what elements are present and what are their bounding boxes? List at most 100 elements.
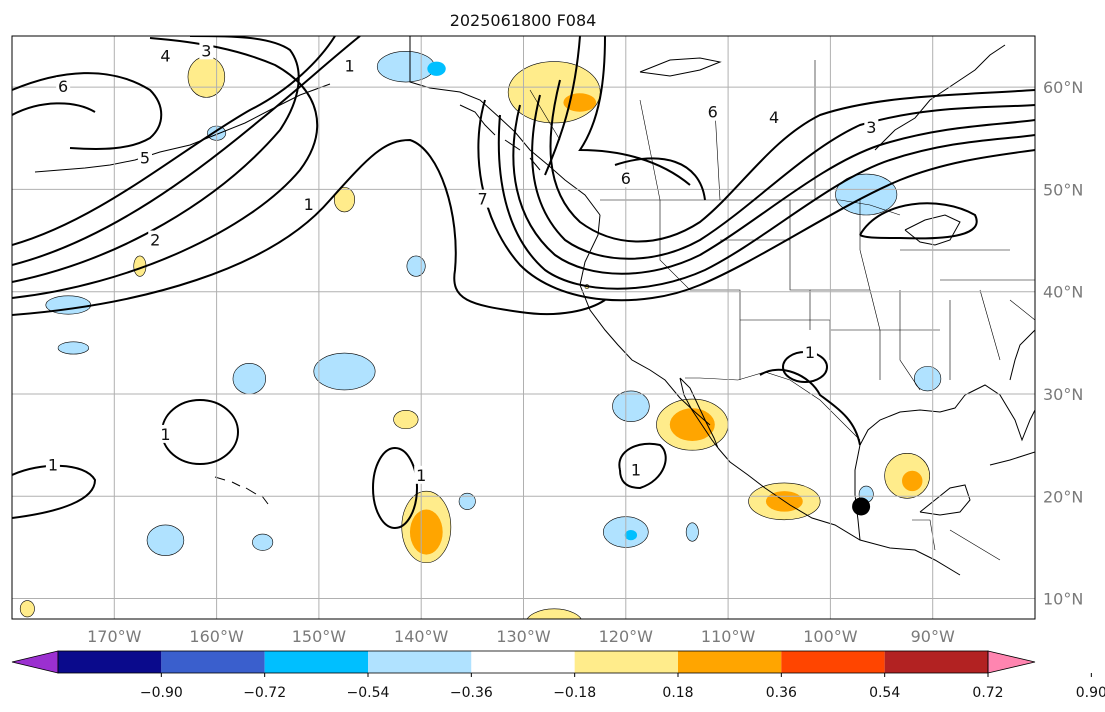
negative-anomaly-blob	[252, 533, 274, 551]
colorbar-segment	[471, 651, 575, 673]
colorbar-outline	[57, 650, 989, 674]
contour-line	[12, 102, 96, 116]
contour-line	[372, 447, 418, 529]
contour-label-bg	[629, 460, 644, 479]
colorbar-segment	[678, 651, 782, 673]
negative-anomaly-blob	[685, 522, 699, 542]
negative-anomaly-blob	[624, 530, 638, 541]
colorbar-segment	[264, 651, 368, 673]
alaska-canada-border	[409, 36, 561, 141]
us-states-east	[899, 289, 1035, 391]
contour-line	[12, 72, 163, 150]
contour-label: 1	[160, 425, 170, 444]
latitude-tick-label: 10°N	[1043, 590, 1083, 609]
marker-dot	[852, 497, 871, 516]
contour-label: 1	[48, 456, 58, 475]
latitude-tick-label: 30°N	[1043, 385, 1083, 404]
colorbar-segment	[781, 651, 885, 673]
contour-label: 1	[344, 57, 354, 76]
contour-label-bg	[45, 455, 60, 474]
contour-label-bg	[414, 465, 429, 484]
gulf-coast	[854, 394, 966, 541]
positive-anomaly-blob	[409, 509, 443, 555]
colorbar-tick-label: 0.36	[766, 685, 797, 701]
negative-anomaly-blob	[612, 390, 650, 422]
contour-label-bg	[158, 46, 173, 65]
colorbar-extend-high	[987, 650, 1036, 674]
contour-line	[12, 36, 361, 266]
us-states-central	[789, 200, 1035, 380]
contour-label: 4	[769, 108, 779, 127]
negative-anomaly-blob	[458, 492, 476, 510]
positive-anomaly-blob	[507, 61, 601, 124]
florida	[964, 384, 1035, 442]
contour-line	[759, 368, 861, 446]
contour-label: 3	[201, 41, 211, 60]
contour-line	[12, 138, 606, 316]
contour-label-bg	[767, 107, 782, 126]
positive-anomaly-blob	[669, 408, 715, 442]
longitude-tick-label: 100°W	[803, 627, 858, 646]
northern-canada-coast	[639, 57, 722, 77]
contour-label-bg	[301, 194, 316, 213]
negative-anomaly-blob	[913, 366, 942, 392]
contour-line	[497, 114, 1035, 290]
negative-anomaly-blob	[232, 362, 267, 395]
west-coast-us	[579, 214, 711, 426]
contour-label-bg	[342, 56, 357, 75]
contour-label: 1	[304, 195, 314, 214]
contour-label: 5	[140, 149, 150, 168]
hawaiian-islands	[214, 476, 269, 505]
contour-label: 7	[477, 190, 487, 209]
negative-anomaly-blob	[57, 341, 90, 355]
colorbar-tick-label: 0.90	[1076, 685, 1105, 701]
longitude-tick-label: 90°W	[911, 627, 955, 646]
contour-line	[12, 36, 300, 283]
colorbar-segment	[161, 651, 265, 673]
map-frame	[11, 35, 1036, 620]
contour-label-bg	[864, 118, 879, 137]
latitude-tick-labels: 60°N 50°N 40°N 30°N 20°N 10°N	[1043, 78, 1083, 608]
latitude-tick-label: 60°N	[1043, 78, 1083, 97]
east-coast	[1009, 329, 1035, 381]
positive-anomaly-blob	[393, 410, 419, 430]
contour-label: 6	[708, 103, 718, 122]
longitude-tick-label: 160°W	[189, 627, 244, 646]
location-marker	[852, 497, 871, 516]
negative-anomaly-blob	[406, 255, 426, 277]
colorbar-tick-label: −0.54	[347, 685, 390, 701]
contour-label: 4	[160, 46, 170, 65]
longitude-tick-label: 110°W	[701, 627, 756, 646]
us-mexico-border	[685, 371, 861, 441]
latitude-tick-label: 50°N	[1043, 180, 1083, 199]
map-title: 2025061800 F084	[450, 11, 597, 30]
contour-line	[512, 104, 1035, 275]
yucatan	[919, 484, 971, 516]
positive-anomaly-blob	[526, 608, 582, 619]
cuba	[989, 451, 1035, 466]
latitude-tick-label: 40°N	[1043, 283, 1083, 302]
contour-label-bg	[158, 424, 173, 443]
colorbar-tick-label: 0.54	[869, 685, 900, 701]
contour-line	[12, 464, 97, 519]
longitude-tick-labels: 170°W 160°W 150°W 140°W 130°W 120°W 110°W 100°W…	[87, 627, 955, 646]
hudson-bay	[874, 44, 1006, 151]
positive-anomaly-blob	[187, 56, 226, 98]
contour-label-bg	[618, 169, 633, 188]
contour-line	[531, 94, 1035, 260]
contour-label: 6	[58, 77, 68, 96]
contour-label: 6	[621, 169, 631, 188]
colorbar-tick-labels: −0.90 −0.72 −0.54 −0.36 −0.18 0.18 0.36 0.54 0.7…	[140, 673, 1105, 701]
map-area: 6 4 3 5 2 1 1 7 6 6 4 3 1 1 1 1 1	[12, 36, 1035, 619]
contour-label-bg	[802, 343, 817, 362]
colorbar-segment	[58, 651, 162, 673]
contour-label-bg	[137, 148, 152, 167]
great-lakes	[904, 214, 961, 246]
contour-label: 2	[150, 231, 160, 250]
longitude-tick-label: 120°W	[599, 627, 654, 646]
positive-anomaly-blob	[333, 187, 356, 213]
contour-line	[859, 202, 978, 240]
negative-anomaly-blob	[427, 61, 446, 76]
contour-line	[477, 99, 1035, 302]
